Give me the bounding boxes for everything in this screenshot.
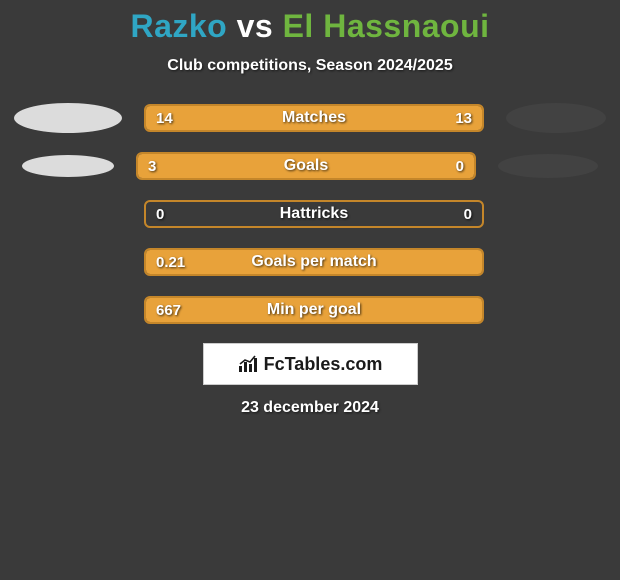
date-text: 23 december 2024	[0, 399, 620, 417]
stat-row: 0.21Goals per match	[0, 247, 620, 277]
vs-text: vs	[237, 8, 274, 44]
logo: FcTables.com	[238, 354, 383, 375]
stat-bar: 0.21Goals per match	[144, 248, 484, 276]
stat-rows: 1413Matches 30Goals 00Hattricks 0.21Goals p…	[0, 103, 620, 325]
stat-label: Min per goal	[146, 301, 482, 319]
stat-row: 1413Matches	[0, 103, 620, 133]
player2-oval	[506, 103, 606, 133]
player2-oval	[498, 154, 598, 178]
stat-bar: 30Goals	[136, 152, 476, 180]
comparison-infographic: Razko vs El Hassnaoui Club competitions,…	[0, 0, 620, 417]
stat-label: Goals per match	[146, 253, 482, 271]
stat-row: 00Hattricks	[0, 199, 620, 229]
stat-label: Goals	[138, 157, 474, 175]
subtitle: Club competitions, Season 2024/2025	[0, 57, 620, 75]
player1-name: Razko	[130, 8, 227, 44]
stat-bar: 1413Matches	[144, 104, 484, 132]
stat-bar: 00Hattricks	[144, 200, 484, 228]
player2-name: El Hassnaoui	[283, 8, 490, 44]
stat-label: Hattricks	[146, 205, 482, 223]
stat-row: 30Goals	[0, 151, 620, 181]
logo-text: FcTables.com	[264, 354, 383, 375]
stat-row: 667Min per goal	[0, 295, 620, 325]
player1-oval	[22, 155, 114, 177]
page-title: Razko vs El Hassnaoui	[0, 8, 620, 45]
logo-box: FcTables.com	[203, 343, 418, 385]
player1-oval	[14, 103, 122, 133]
stat-bar: 667Min per goal	[144, 296, 484, 324]
stat-label: Matches	[146, 109, 482, 127]
chart-icon	[238, 355, 260, 373]
